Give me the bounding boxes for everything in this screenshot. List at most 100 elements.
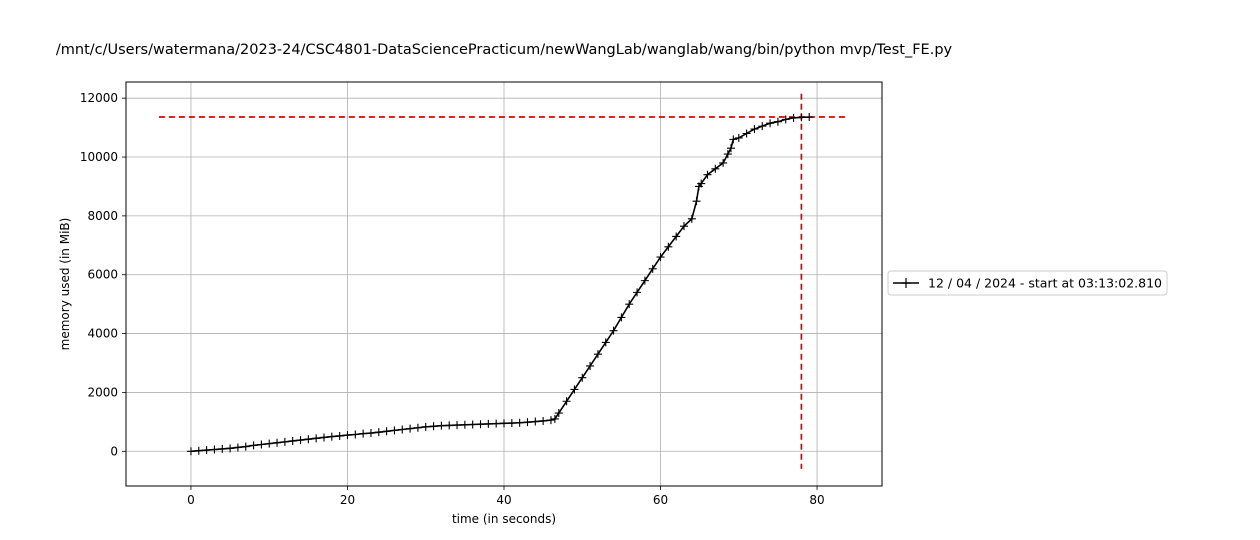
data-point-marker [546,416,555,425]
series-layer [186,113,814,456]
data-point-marker [697,179,706,188]
data-point-marker [734,133,743,142]
data-point-marker [586,361,595,370]
x-axis-ticks: 0 20 40 60 80 [187,486,825,507]
data-point-marker [703,170,712,179]
y-tick-label: 8000 [87,209,118,223]
data-point-marker [692,197,701,206]
data-point-marker [672,232,681,241]
data-point-marker [781,115,790,124]
data-point-marker [656,253,665,262]
data-point-marker [359,429,368,438]
data-point-marker [523,418,532,427]
data-point-marker [609,326,618,335]
data-point-marker [468,420,477,429]
data-point-marker [320,433,328,442]
data-point-marker [429,422,438,431]
data-point-marker [202,446,211,455]
y-tick-label: 2000 [87,385,118,399]
data-point-marker [445,421,454,430]
data-point-marker [453,421,462,430]
data-point-marker [726,144,735,153]
legend-marker-swatch [901,278,911,288]
data-point-marker [257,440,266,449]
data-point-marker [194,446,203,455]
data-point-marker [789,113,798,122]
data-point-marker [729,135,738,144]
data-point-marker [351,430,360,439]
data-point-marker [766,119,775,128]
data-point-marker [273,438,282,447]
data-point-marker [648,264,657,273]
data-point-marker [406,424,415,433]
data-point-marker [296,436,305,445]
data-point-marker [554,409,563,418]
x-tick-label: 40 [496,493,511,507]
data-point-marker [226,444,235,453]
data-point-marker [374,428,383,437]
data-point-marker [210,445,219,454]
data-point-marker [476,420,485,429]
legend: 12 / 04 / 2024 - start at 03:13:02.810 [887,270,1168,296]
data-point-marker [687,214,696,223]
data-point-marker [539,416,548,425]
data-point-marker [390,426,399,435]
data-point-marker [719,158,728,167]
data-point-marker [711,164,720,173]
data-point-marker [593,350,602,359]
data-point-marker [327,432,336,441]
x-tick-label: 80 [809,493,824,507]
data-point-marker [742,129,751,138]
data-point-marker [484,419,493,428]
data-point-marker [601,338,610,347]
chart-title: /mnt/c/Users/watermana/2023-24/CSC4801-D… [56,42,953,58]
x-tick-label: 60 [653,493,668,507]
y-axis-ticks: 0 2000 4000 6000 8000 10000 12000 [80,91,126,458]
data-point-marker [805,113,814,122]
data-point-marker [460,420,469,429]
data-point-marker [617,313,626,322]
data-point-marker [218,444,227,453]
reference-lines [158,93,847,469]
data-point-marker [265,439,274,448]
data-point-marker [625,300,634,309]
data-point-marker [507,419,516,428]
data-point-marker [304,435,313,444]
data-point-marker [633,288,642,297]
y-tick-label: 0 [110,444,118,458]
data-point-marker [723,150,732,159]
data-point-marker [758,122,767,131]
data-point-marker [492,419,501,428]
data-point-marker [288,436,297,445]
data-point-marker [500,419,508,428]
data-point-marker [398,425,407,434]
data-point-marker [750,125,759,134]
grid-lines [126,82,882,486]
y-tick-label: 10000 [80,150,118,164]
data-point-marker [562,397,571,406]
data-point-marker [312,434,321,443]
y-axis-label: memory used (in MiB) [58,218,72,351]
x-axis-label: time (in seconds) [452,512,556,526]
data-point-marker [578,373,587,382]
y-tick-label: 4000 [87,327,118,341]
data-point-marker [773,117,782,126]
y-tick-label: 6000 [87,268,118,282]
data-point-marker [233,443,242,452]
data-point-marker [241,442,250,451]
data-point-marker [366,429,375,438]
data-point-marker [335,431,344,440]
data-point-marker [664,242,673,251]
series-line [190,116,810,453]
data-point-marker [382,427,391,436]
data-point-marker [437,421,446,430]
x-tick-label: 0 [187,493,195,507]
data-point-marker [531,417,540,426]
data-point-marker [550,414,559,423]
y-tick-label: 12000 [80,91,118,105]
data-point-marker [797,113,806,122]
data-point-marker [515,418,524,427]
data-point-marker [249,441,258,450]
data-point-marker [280,437,289,446]
